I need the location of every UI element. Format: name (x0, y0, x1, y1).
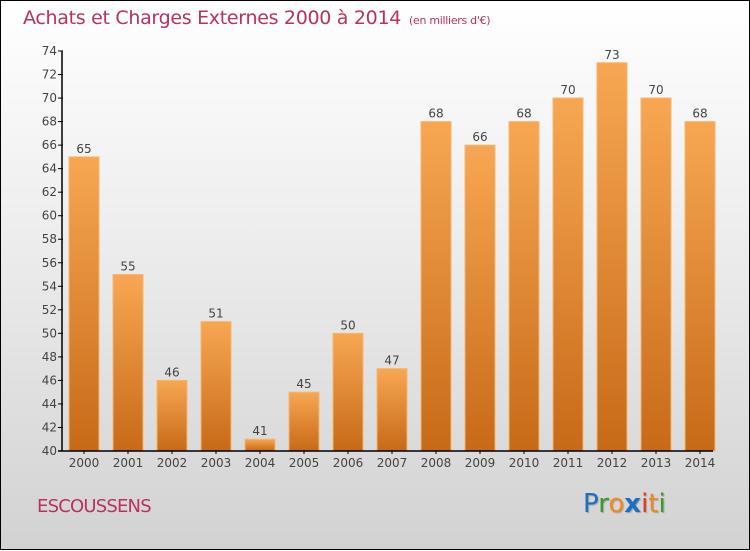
bars-group: 65 55 46 51 41 45 50 47 68 66 68 70 73 70 68 (68, 48, 716, 452)
x-tick-label-2006: 2006 (333, 456, 364, 470)
bar-2009 (464, 144, 496, 452)
y-tick-label-60: 60 (42, 209, 57, 223)
value-label-2002: 46 (164, 365, 179, 379)
y-tick-label-72: 72 (42, 68, 57, 82)
logo-letter: i (658, 489, 666, 519)
bar-2003 (200, 321, 232, 452)
x-tick-label-2003: 2003 (201, 456, 232, 470)
bar-2010 (508, 121, 540, 452)
x-tick-label-2001: 2001 (113, 456, 144, 470)
y-tick-label-40: 40 (42, 444, 57, 458)
proxiti-logo[interactable]: Proxiti (583, 489, 666, 519)
bar-2007 (376, 368, 408, 452)
logo-letter: t (648, 489, 659, 519)
bar-2001 (112, 274, 144, 452)
y-tick-label-54: 54 (42, 279, 57, 293)
y-tick-label-62: 62 (42, 185, 57, 199)
x-tick-label-2004: 2004 (245, 456, 276, 470)
y-tick-label-64: 64 (42, 162, 57, 176)
y-tick-label-56: 56 (42, 256, 57, 270)
value-label-2005: 45 (296, 377, 311, 391)
x-tick-label-2002: 2002 (157, 456, 188, 470)
x-tick-label-2000: 2000 (69, 456, 100, 470)
value-label-2006: 50 (340, 318, 355, 332)
y-tick-label-48: 48 (42, 350, 57, 364)
y-tick-label-70: 70 (42, 91, 57, 105)
y-tick-label-68: 68 (42, 115, 57, 129)
logo-letter: P (583, 489, 599, 519)
value-label-2011: 70 (560, 83, 575, 97)
x-tick-label-2014: 2014 (685, 456, 716, 470)
y-tick-label-42: 42 (42, 420, 57, 434)
x-tick-label-2010: 2010 (509, 456, 540, 470)
x-tick-label-2005: 2005 (289, 456, 320, 470)
value-label-2008: 68 (428, 107, 443, 121)
y-tick-label-46: 46 (42, 373, 57, 387)
y-tick-label-44: 44 (42, 397, 57, 411)
value-label-2000: 65 (76, 142, 91, 156)
value-label-2013: 70 (648, 83, 663, 97)
y-tick-label-58: 58 (42, 232, 57, 246)
x-tick-label-2012: 2012 (597, 456, 628, 470)
x-tick-label-2011: 2011 (553, 456, 584, 470)
bar-2002 (156, 379, 188, 452)
value-label-2004: 41 (252, 424, 267, 438)
bar-2014 (684, 121, 716, 452)
bar-2012 (596, 62, 628, 452)
value-label-2012: 73 (604, 48, 619, 62)
bar-2004 (244, 438, 276, 452)
y-tick-label-50: 50 (42, 326, 57, 340)
y-tick-label-74: 74 (42, 44, 57, 58)
x-tick-label-2009: 2009 (465, 456, 496, 470)
y-tick-label-52: 52 (42, 303, 57, 317)
logo-letter: x (624, 489, 642, 519)
chart-title-text: Achats et Charges Externes 2000 à 2014 (23, 7, 402, 29)
x-tick-label-2007: 2007 (377, 456, 408, 470)
bar-2005 (288, 391, 320, 452)
logo-letter: o (608, 489, 625, 519)
commune-name: ESCOUSSENS (37, 496, 152, 517)
value-label-2001: 55 (120, 260, 135, 274)
value-label-2009: 66 (472, 130, 487, 144)
value-label-2003: 51 (208, 307, 223, 321)
chart-title: Achats et Charges Externes 2000 à 2014 (e… (23, 7, 491, 29)
y-tick-label-66: 66 (42, 138, 57, 152)
bar-2008 (420, 121, 452, 452)
value-label-2014: 68 (692, 107, 707, 121)
logo-letter: r (598, 489, 609, 519)
bar-2000 (68, 156, 100, 452)
bar-2006 (332, 332, 364, 452)
value-label-2007: 47 (384, 354, 399, 368)
value-label-2010: 68 (516, 107, 531, 121)
x-tick-label-2008: 2008 (421, 456, 452, 470)
bar-2013 (640, 97, 672, 452)
bar-2011 (552, 97, 584, 452)
x-tick-label-2013: 2013 (641, 456, 672, 470)
logo-letter: i (641, 489, 649, 519)
chart-subtitle: (en milliers d'€) (409, 14, 491, 27)
axes-group: 2000 2001 2002 2003 2004 2005 2006 2007 2008 2009… (42, 44, 716, 470)
